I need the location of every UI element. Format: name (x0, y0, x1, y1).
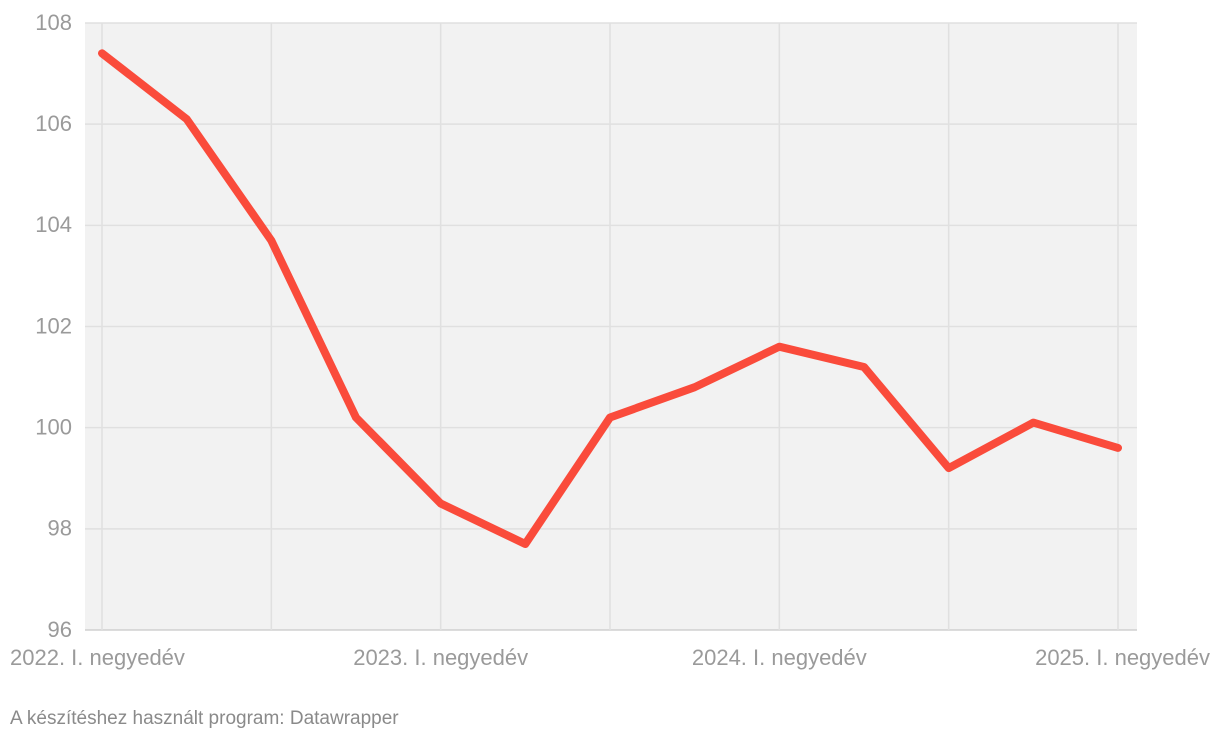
y-tick-label: 108 (35, 10, 72, 35)
footer-credit: A készítéshez használt program: Datawrap… (10, 708, 399, 729)
x-tick-label: 2025. I. negyedév (1035, 645, 1210, 670)
x-tick-label: 2024. I. negyedév (692, 645, 867, 670)
series-layer (98, 49, 1122, 548)
x-tick-label: 2022. I. negyedév (10, 645, 185, 670)
y-tick-label: 106 (35, 111, 72, 136)
x-axis-tick-labels: 2022. I. negyedév 2023. I. negyedév 2024. … (10, 645, 1210, 670)
y-tick-label: 104 (35, 212, 72, 237)
vertical-gridlines (101, 23, 1119, 630)
y-axis-tick-labels: 96 98 100 102 104 106 108 (35, 10, 72, 642)
horizontal-gridlines (85, 22, 1137, 631)
y-tick-label: 102 (35, 313, 72, 338)
y-tick-label: 100 (35, 414, 72, 439)
x-tick-label: 2023. I. negyedév (353, 645, 528, 670)
y-tick-label: 98 (48, 516, 72, 541)
y-tick-label: 96 (48, 617, 72, 642)
